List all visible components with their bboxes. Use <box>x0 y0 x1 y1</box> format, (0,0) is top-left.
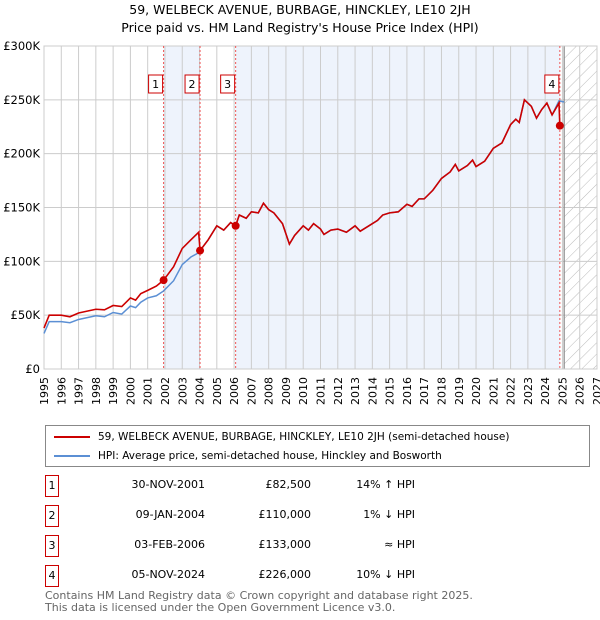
x-tick-label: 2025 <box>556 377 569 405</box>
y-tick-label: £50K <box>11 308 41 322</box>
property-price-line <box>43 98 561 329</box>
x-tick-label: 2008 <box>263 377 276 405</box>
sale-number: 4 <box>45 565 59 587</box>
x-tick-label: 2013 <box>349 377 362 405</box>
sale-marker-label: 1 <box>148 74 164 94</box>
x-tick-label: 2020 <box>470 377 483 405</box>
y-tick-label: £0 <box>25 362 40 376</box>
sale-marker-number: 3 <box>224 78 231 91</box>
sale-marker-label: 4 <box>544 74 560 94</box>
sale-number: 3 <box>45 535 59 557</box>
sale-marker-box <box>544 74 560 94</box>
sale-point <box>555 121 564 130</box>
sale-hpi-diff: 1% ↓ HPI <box>363 508 415 521</box>
sale-row: 3 03-FEB-2006 £133,000 ≈ HPI <box>45 535 445 557</box>
sale-number: 2 <box>45 505 59 527</box>
sale-date: 09-JAN-2004 <box>135 508 205 521</box>
x-tick-label: 2003 <box>176 377 189 405</box>
sale-row: 1 30-NOV-2001 £82,500 14% ↑ HPI <box>45 475 445 497</box>
x-tick-label: 2011 <box>315 377 328 405</box>
x-tick-label: 2024 <box>539 377 552 405</box>
x-tick-label: 1996 <box>55 377 68 405</box>
sale-marker-number: 4 <box>548 78 555 91</box>
sale-price: £82,500 <box>265 478 312 491</box>
footer-line2: This data is licensed under the Open Gov… <box>45 601 396 614</box>
footer: Contains HM Land Registry data © Crown c… <box>45 590 473 614</box>
chart-subtitle: Price paid vs. HM Land Registry's House … <box>121 20 479 35</box>
x-tick-label: 1998 <box>90 377 103 405</box>
legend-swatch-hpi <box>54 455 90 457</box>
x-tick-label: 2015 <box>384 377 397 405</box>
sale-row: 2 09-JAN-2004 £110,000 1% ↓ HPI <box>45 505 445 527</box>
sale-marker-label: 3 <box>220 74 236 94</box>
sale-marker-box <box>184 74 200 94</box>
x-tick-label: 2004 <box>194 377 207 405</box>
sale-marker-box <box>148 74 164 94</box>
sale-point <box>231 221 240 230</box>
sale-marker-number: 2 <box>189 78 196 91</box>
legend-swatch-property <box>54 436 90 438</box>
y-tick-label: £150K <box>3 201 40 215</box>
x-tick-label: 2022 <box>505 377 518 405</box>
x-tick-label: 1999 <box>107 377 120 405</box>
sale-hpi-diff: 10% ↓ HPI <box>356 568 415 581</box>
x-tick-label: 1995 <box>38 377 51 405</box>
sale-date: 30-NOV-2001 <box>131 478 205 491</box>
sale-number: 1 <box>45 475 59 497</box>
sale-hpi-diff: ≈ HPI <box>384 538 415 551</box>
legend-label-property: 59, WELBECK AVENUE, BURBAGE, HINCKLEY, L… <box>98 431 510 443</box>
y-tick-label: £100K <box>3 254 40 268</box>
sale-price: £110,000 <box>258 508 312 521</box>
sale-row: 4 05-NOV-2024 £226,000 10% ↓ HPI <box>45 565 445 587</box>
x-tick-label: 2027 <box>591 377 600 405</box>
chart-plot: 1995 1996 1997 1998 1999 2000 2001 2002 2003 2004… <box>3 39 600 405</box>
sale-price: £226,000 <box>258 568 312 581</box>
x-tick-label: 2007 <box>245 377 258 405</box>
x-tick-label: 2005 <box>211 377 224 405</box>
x-tick-label: 2016 <box>401 377 414 405</box>
x-tick-label: 2026 <box>574 377 587 405</box>
x-tick-label: 2021 <box>487 377 500 405</box>
legend-label-hpi: HPI: Average price, semi-detached house,… <box>98 450 442 462</box>
sale-point <box>196 246 205 255</box>
footer-line1: Contains HM Land Registry data © Crown c… <box>45 589 473 602</box>
sale-marker-label: 2 <box>184 74 200 94</box>
x-tick-label: 2000 <box>124 377 137 405</box>
x-tick-label: 2006 <box>228 377 241 405</box>
x-tick-label: 2017 <box>418 377 431 405</box>
sale-marker-number: 1 <box>152 78 159 91</box>
x-tick-label: 2019 <box>453 377 466 405</box>
x-tick-label: 2001 <box>142 377 155 405</box>
x-tick-label: 2018 <box>435 377 448 405</box>
x-tick-label: 2002 <box>159 377 172 405</box>
sale-price: £133,000 <box>258 538 312 551</box>
chart-title: 59, WELBECK AVENUE, BURBAGE, HINCKLEY, L… <box>129 2 471 17</box>
y-tick-label: £300K <box>3 39 40 53</box>
x-tick-label: 2010 <box>297 377 310 405</box>
x-tick-label: 2012 <box>332 377 345 405</box>
y-tick-label: £250K <box>3 93 40 107</box>
sale-date: 03-FEB-2006 <box>134 538 205 551</box>
x-tick-label: 2009 <box>280 377 293 405</box>
y-tick-label: £200K <box>3 147 40 161</box>
x-tick-label: 2023 <box>522 377 535 405</box>
x-tick-label: 2014 <box>366 377 379 405</box>
x-tick-label: 1997 <box>73 377 86 405</box>
sale-date: 05-NOV-2024 <box>131 568 205 581</box>
legend: 59, WELBECK AVENUE, BURBAGE, HINCKLEY, L… <box>45 425 590 467</box>
sale-marker-box <box>220 74 236 94</box>
plot-border <box>43 45 598 370</box>
sale-hpi-diff: 14% ↑ HPI <box>356 478 415 491</box>
sale-point <box>159 276 168 285</box>
